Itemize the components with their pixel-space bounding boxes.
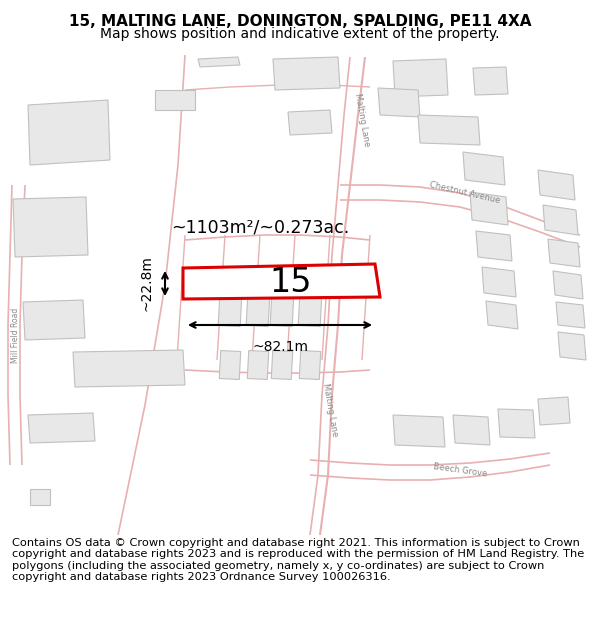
Text: Mill Field Road: Mill Field Road — [10, 308, 19, 362]
Polygon shape — [13, 197, 88, 257]
Polygon shape — [486, 301, 518, 329]
Polygon shape — [378, 88, 420, 117]
Polygon shape — [476, 231, 512, 261]
Text: Map shows position and indicative extent of the property.: Map shows position and indicative extent… — [100, 28, 500, 41]
Polygon shape — [155, 90, 195, 110]
Polygon shape — [183, 264, 380, 299]
Polygon shape — [219, 351, 241, 379]
Polygon shape — [418, 115, 480, 145]
Polygon shape — [543, 205, 578, 235]
Polygon shape — [553, 271, 583, 299]
Text: Malting Lane: Malting Lane — [321, 382, 339, 438]
Polygon shape — [23, 300, 85, 340]
Polygon shape — [538, 397, 570, 425]
Polygon shape — [271, 351, 293, 379]
Polygon shape — [247, 351, 269, 379]
Text: 15: 15 — [269, 266, 311, 299]
Polygon shape — [198, 57, 240, 67]
Text: Malting Lane: Malting Lane — [353, 92, 371, 148]
Text: ~22.8m: ~22.8m — [139, 256, 153, 311]
Text: Beech Grove: Beech Grove — [433, 462, 487, 478]
Polygon shape — [73, 350, 185, 387]
Text: 15, MALTING LANE, DONINGTON, SPALDING, PE11 4XA: 15, MALTING LANE, DONINGTON, SPALDING, P… — [69, 14, 531, 29]
Polygon shape — [246, 294, 270, 326]
Text: ~82.1m: ~82.1m — [252, 340, 308, 354]
Polygon shape — [548, 239, 580, 267]
Polygon shape — [498, 409, 535, 438]
Polygon shape — [288, 110, 332, 135]
Polygon shape — [270, 294, 294, 326]
Polygon shape — [470, 192, 508, 225]
Polygon shape — [453, 415, 490, 445]
Polygon shape — [558, 332, 586, 360]
Polygon shape — [30, 489, 50, 505]
Polygon shape — [473, 67, 508, 95]
Polygon shape — [482, 267, 516, 297]
Polygon shape — [556, 302, 585, 328]
Polygon shape — [538, 170, 575, 200]
Polygon shape — [218, 294, 242, 326]
Text: Chestnut Avenue: Chestnut Avenue — [429, 181, 501, 206]
Polygon shape — [298, 294, 322, 326]
Polygon shape — [28, 413, 95, 443]
Text: ~1103m²/~0.273ac.: ~1103m²/~0.273ac. — [171, 218, 349, 236]
Polygon shape — [28, 100, 110, 165]
Text: Contains OS data © Crown copyright and database right 2021. This information is : Contains OS data © Crown copyright and d… — [12, 538, 584, 582]
Polygon shape — [299, 351, 321, 379]
Polygon shape — [273, 57, 340, 90]
Polygon shape — [393, 59, 448, 97]
Polygon shape — [463, 152, 505, 185]
Polygon shape — [393, 415, 445, 447]
